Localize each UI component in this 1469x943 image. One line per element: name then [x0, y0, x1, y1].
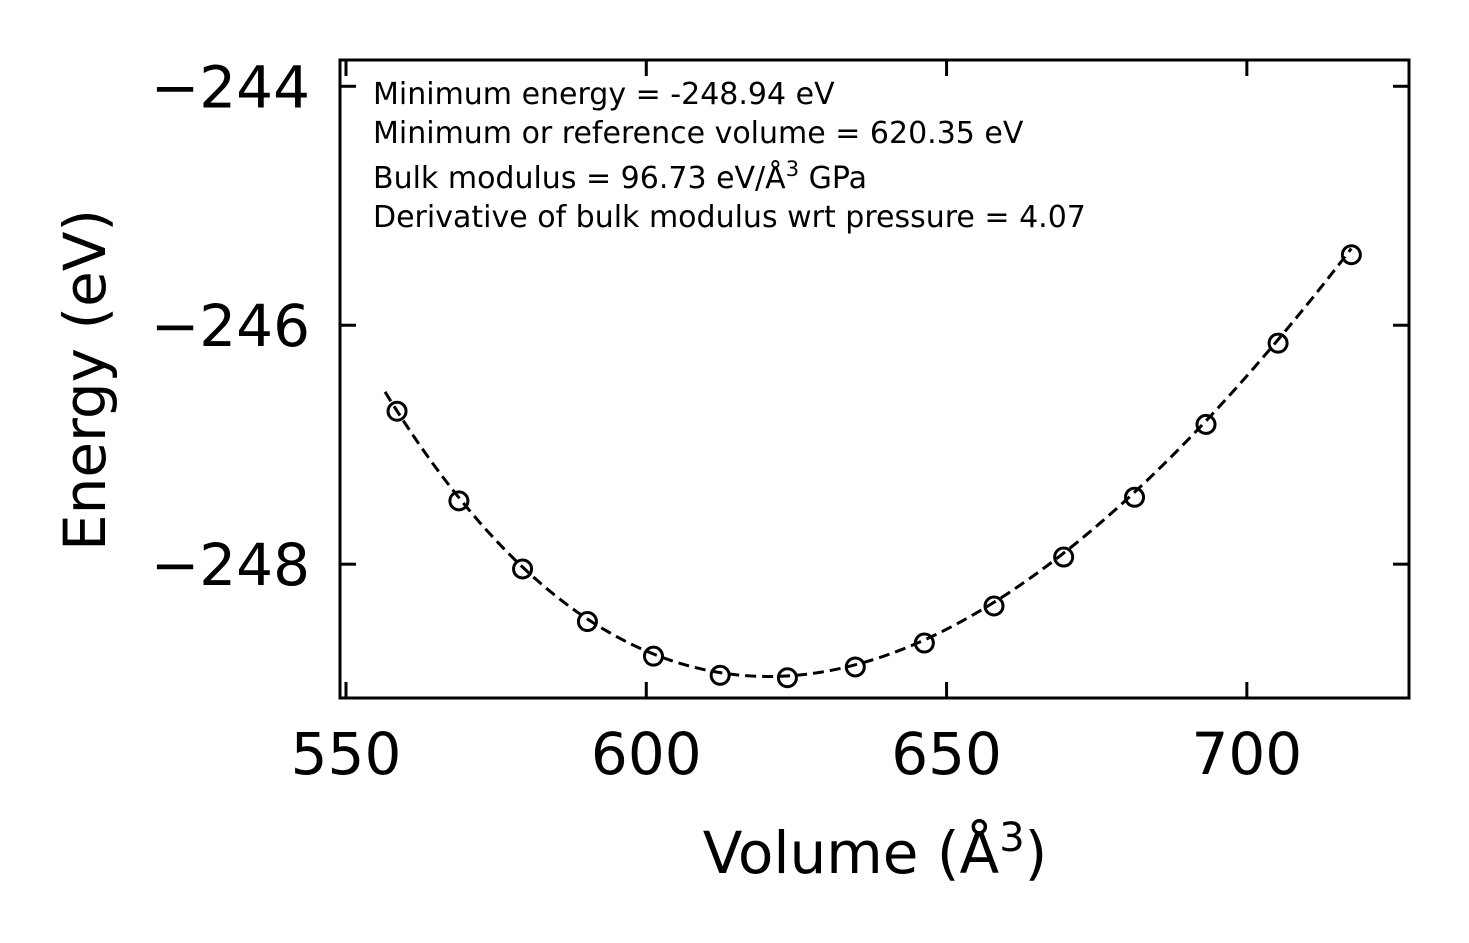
- data-point: [576, 611, 598, 633]
- annotation-min-energy: Minimum energy = -248.94 eV: [373, 77, 835, 112]
- data-point: [642, 645, 664, 667]
- x-axis-title: Volume (Å3): [703, 815, 1048, 887]
- data-point: [844, 656, 866, 678]
- x-tick-label: 650: [891, 720, 1002, 788]
- annotation-bulk-modulus-unit: GPa: [799, 161, 867, 196]
- data-point: [1340, 244, 1362, 266]
- x-axis-title-close: ): [1025, 819, 1048, 887]
- fit-curve-line: [383, 247, 1353, 678]
- annotation-bulk-modulus-exponent: 3: [786, 157, 799, 181]
- data-point: [1195, 413, 1217, 435]
- plot-frame: [338, 58, 1411, 700]
- annotation-bulk-modulus: Bulk modulus = 96.73 eV/Å3 GPa: [373, 157, 867, 196]
- data-point: [1053, 546, 1075, 568]
- plot-area: [383, 244, 1362, 689]
- annotation-min-volume: Minimum or reference volume = 620.35 eV: [373, 116, 1024, 151]
- y-tick-label: −244: [151, 53, 310, 121]
- data-point: [1267, 332, 1289, 354]
- x-tick-label: 600: [591, 720, 702, 788]
- annotation-bulk-modulus-derivative: Derivative of bulk modulus wrt pressure …: [373, 200, 1086, 235]
- y-axis-title: Energy (eV): [51, 209, 119, 551]
- y-tick-label: −248: [151, 531, 310, 599]
- x-tick-label: 700: [1191, 720, 1302, 788]
- data-point: [1124, 486, 1146, 508]
- annotation-bulk-modulus-text: Bulk modulus = 96.73 eV/Å: [373, 160, 786, 196]
- data-point: [512, 558, 534, 580]
- data-point: [709, 664, 731, 686]
- x-tick-label: 550: [291, 720, 402, 788]
- axis-ticks: 550 600 650 700 −244 −246 −248: [151, 53, 1409, 788]
- x-axis-title-text: Volume (Å: [703, 818, 1000, 887]
- x-axis-title-exponent: 3: [999, 815, 1024, 861]
- data-point: [776, 667, 798, 689]
- y-tick-label: −246: [151, 292, 310, 360]
- data-point: [913, 632, 935, 654]
- data-point: [386, 400, 408, 422]
- data-point: [448, 490, 470, 512]
- data-point: [983, 595, 1005, 617]
